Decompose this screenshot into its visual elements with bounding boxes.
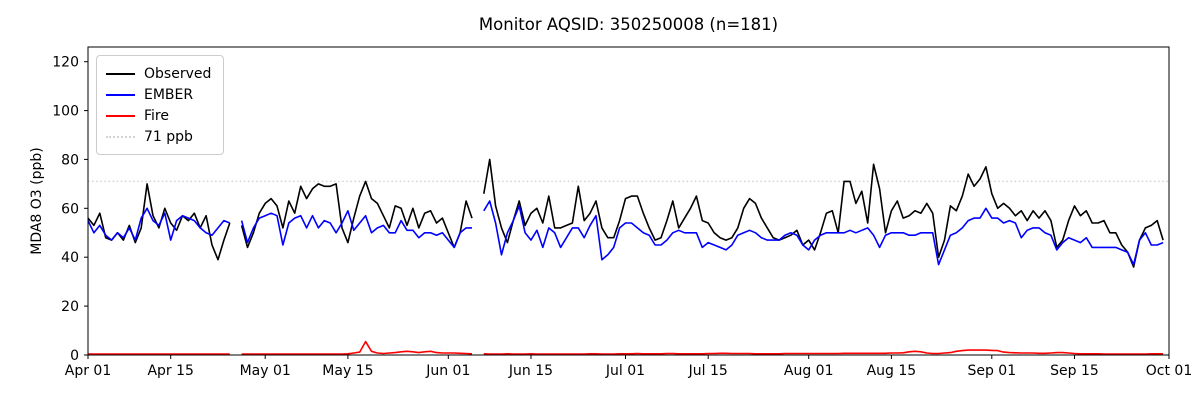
ember-line-swatch [106,93,135,96]
y-tick-label: 20 [61,299,79,315]
y-tick-label: 60 [61,201,79,217]
observed-line-swatch [106,72,135,75]
y-tick-label: 80 [61,152,79,168]
ember-line [483,200,1164,266]
threshold-line-swatch [106,135,135,138]
fire-line-swatch [106,114,135,117]
y-tick-label: 120 [52,55,79,71]
x-tick-label: Aug 15 [867,363,917,379]
chart-title: Monitor AQSID: 350250008 (n=181) [478,15,779,34]
x-tick-label: Sep 15 [1050,363,1099,379]
x-tick-label: Jul 15 [688,363,728,379]
legend-item-observed: Observed [106,63,211,84]
fire-line [483,349,1164,355]
axes-border [87,46,1170,356]
x-tick-label: Apr 01 [65,363,111,379]
x-tick-label: Apr 15 [147,363,193,379]
legend-label-ember: EMBER [144,86,194,103]
fire-line [241,340,473,355]
legend-item-threshold: 71 ppb [106,126,211,147]
legend-item-fire: Fire [106,105,211,126]
legend-label-threshold: 71 ppb [144,128,193,145]
y-tick-label: 0 [70,348,79,364]
x-tick-label: May 15 [322,363,373,379]
x-tick-label: May 01 [240,363,291,379]
legend-label-fire: Fire [144,107,169,124]
x-tick-label: Jun 01 [425,363,470,379]
legend: Observed EMBER Fire 71 ppb [96,55,225,155]
observed-line [240,180,473,249]
y-tick-label: 100 [52,104,79,120]
x-tick-label: Oct 01 [1146,363,1192,379]
observed-line [483,158,1164,268]
x-tick-label: Jun 15 [508,363,553,379]
x-tick-label: Sep 01 [967,363,1016,379]
ember-line [87,207,231,241]
ember-line [240,210,472,249]
observed-line [87,183,231,261]
legend-item-ember: EMBER [106,84,211,105]
legend-label-observed: Observed [144,65,212,82]
y-tick-label: 40 [61,250,79,266]
x-tick-label: Jul 01 [605,363,645,379]
x-tick-label: Aug 01 [784,363,834,379]
